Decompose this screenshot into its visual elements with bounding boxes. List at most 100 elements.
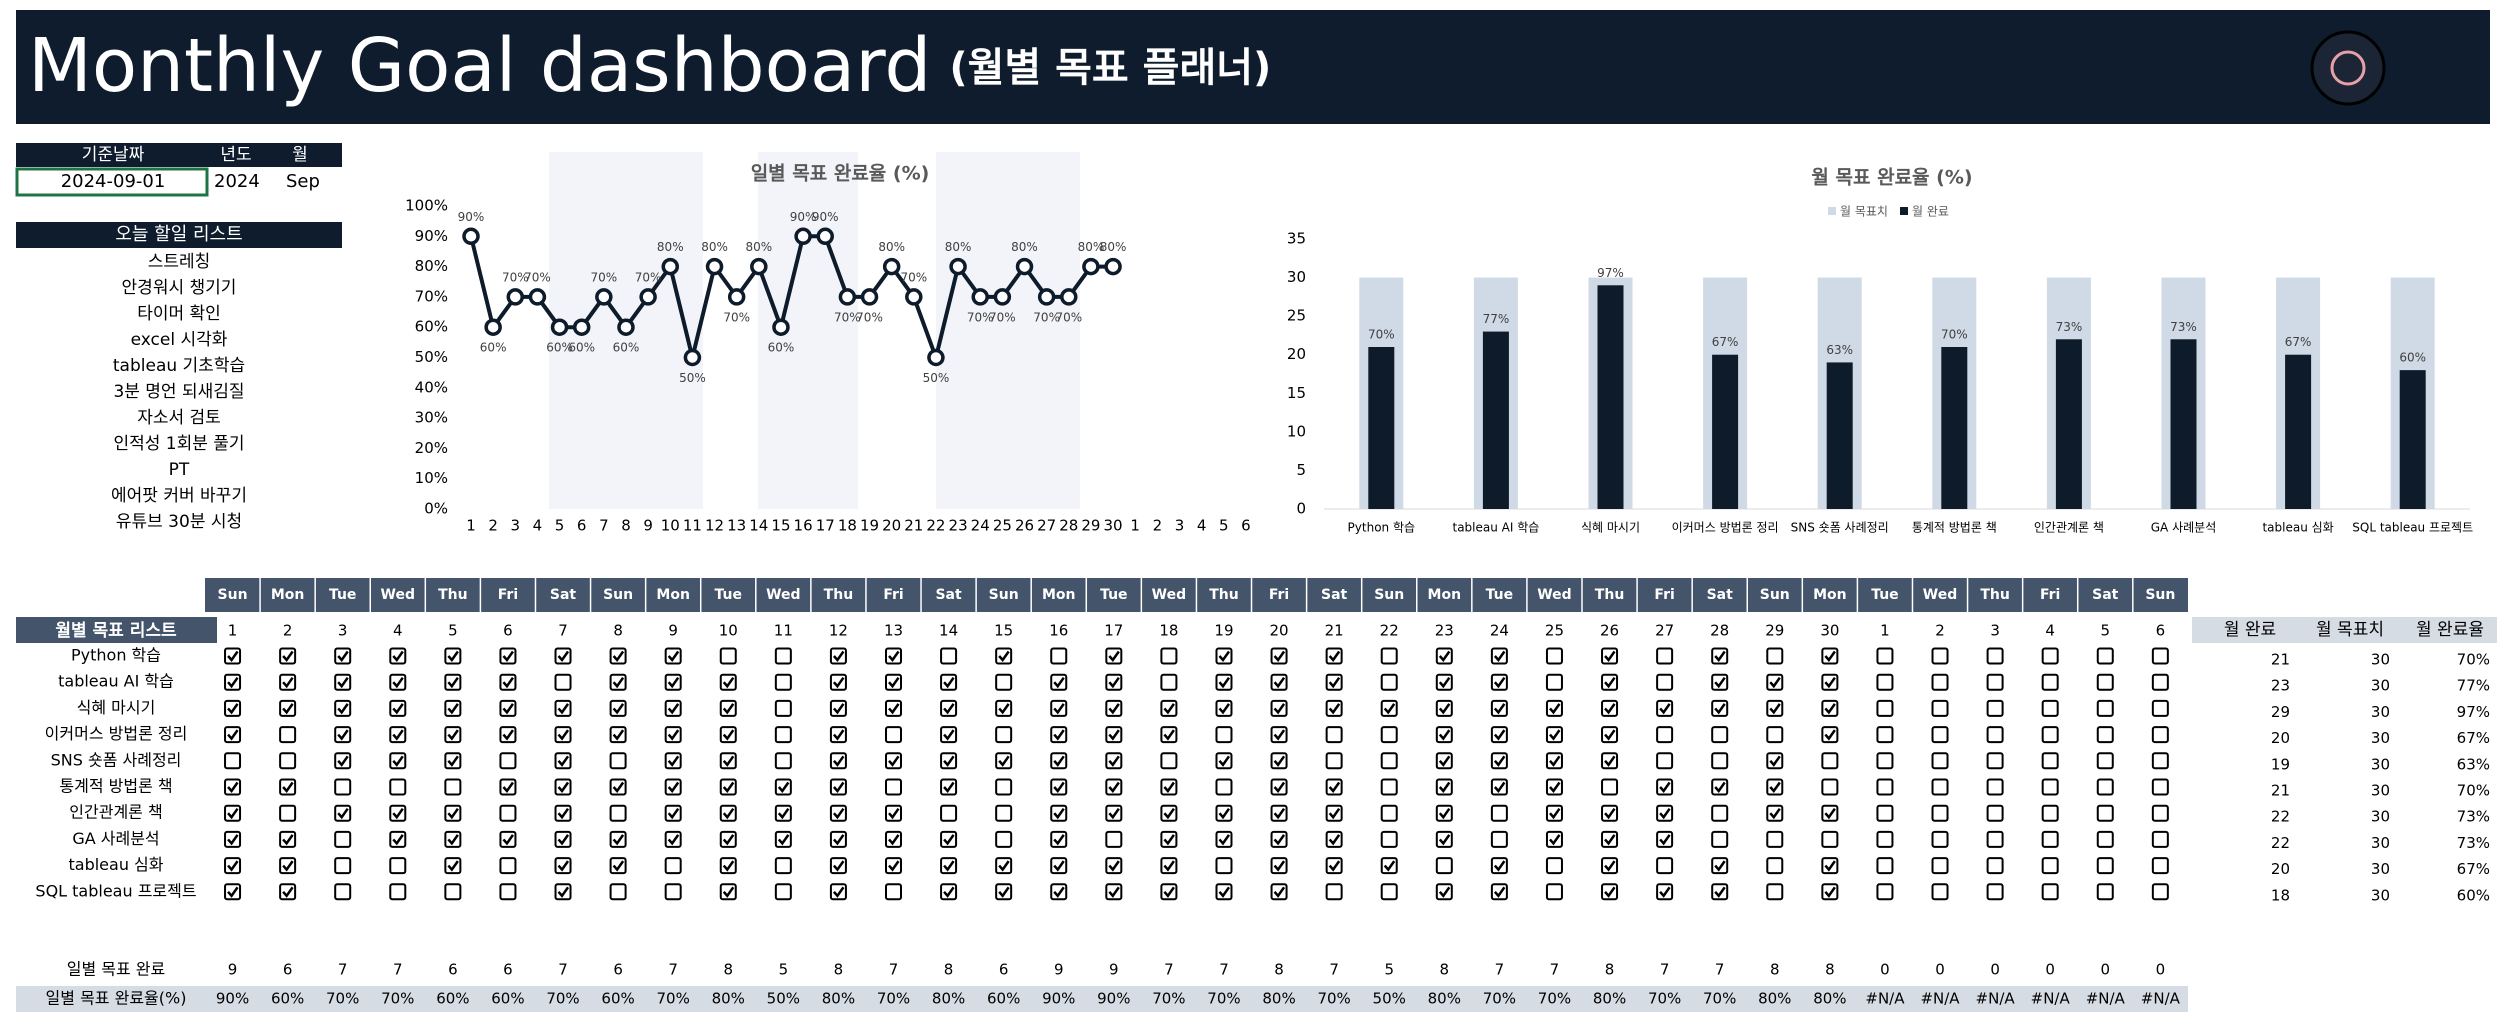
checkbox[interactable] bbox=[2151, 830, 2169, 848]
checkbox[interactable] bbox=[444, 830, 462, 848]
checkbox[interactable] bbox=[1050, 673, 1068, 691]
checkbox[interactable] bbox=[444, 804, 462, 822]
checkbox[interactable] bbox=[499, 673, 517, 691]
checkbox[interactable] bbox=[664, 857, 682, 875]
checkbox[interactable] bbox=[1490, 778, 1508, 796]
checkbox[interactable] bbox=[1380, 830, 1398, 848]
checkbox[interactable] bbox=[1656, 726, 1674, 744]
checkbox[interactable] bbox=[2096, 647, 2114, 665]
checkbox[interactable] bbox=[1545, 752, 1563, 770]
checkbox[interactable] bbox=[1270, 752, 1288, 770]
checkbox[interactable] bbox=[829, 726, 847, 744]
checkbox[interactable] bbox=[885, 673, 902, 691]
checkbox[interactable] bbox=[1105, 752, 1123, 770]
checkbox[interactable] bbox=[2041, 804, 2059, 822]
checkbox[interactable] bbox=[1601, 778, 1619, 796]
checkbox[interactable] bbox=[1160, 673, 1178, 691]
checkbox[interactable] bbox=[774, 804, 792, 822]
date-cell[interactable] bbox=[15, 167, 209, 197]
checkbox[interactable] bbox=[224, 883, 242, 901]
checkbox[interactable] bbox=[1986, 804, 2004, 822]
checkbox[interactable] bbox=[1160, 857, 1178, 875]
checkbox[interactable] bbox=[995, 699, 1013, 717]
checkbox[interactable] bbox=[995, 778, 1013, 796]
checkbox[interactable] bbox=[609, 830, 627, 848]
checkbox[interactable] bbox=[224, 830, 242, 848]
checkbox[interactable] bbox=[1656, 699, 1674, 717]
checkbox[interactable] bbox=[1215, 883, 1233, 901]
checkbox[interactable] bbox=[1270, 699, 1288, 717]
checkbox[interactable] bbox=[1821, 830, 1839, 848]
checkbox[interactable] bbox=[224, 647, 242, 665]
checkbox[interactable] bbox=[1986, 752, 2004, 770]
checkbox[interactable] bbox=[1050, 830, 1068, 848]
checkbox[interactable] bbox=[940, 778, 958, 796]
checkbox[interactable] bbox=[499, 726, 517, 744]
checkbox[interactable] bbox=[829, 804, 847, 822]
checkbox[interactable] bbox=[1435, 857, 1453, 875]
checkbox[interactable] bbox=[279, 804, 297, 822]
checkbox[interactable] bbox=[1160, 804, 1178, 822]
checkbox[interactable] bbox=[554, 778, 572, 796]
checkbox[interactable] bbox=[1711, 752, 1729, 770]
checkbox[interactable] bbox=[224, 726, 242, 744]
checkbox[interactable] bbox=[499, 778, 517, 796]
checkbox[interactable] bbox=[885, 752, 902, 770]
checkbox[interactable] bbox=[279, 830, 297, 848]
checkbox[interactable] bbox=[664, 830, 682, 848]
checkbox[interactable] bbox=[389, 673, 407, 691]
checkbox[interactable] bbox=[1601, 857, 1619, 875]
checkbox[interactable] bbox=[224, 673, 242, 691]
checkbox[interactable] bbox=[1215, 673, 1233, 691]
checkbox[interactable] bbox=[940, 647, 958, 665]
checkbox[interactable] bbox=[1325, 647, 1343, 665]
checkbox[interactable] bbox=[2096, 673, 2114, 691]
checkbox[interactable] bbox=[829, 830, 847, 848]
checkbox[interactable] bbox=[279, 726, 297, 744]
checkbox[interactable] bbox=[1325, 752, 1343, 770]
checkbox[interactable] bbox=[1821, 699, 1839, 717]
checkbox[interactable] bbox=[334, 673, 352, 691]
checkbox[interactable] bbox=[1105, 804, 1123, 822]
checkbox[interactable] bbox=[995, 726, 1013, 744]
checkbox[interactable] bbox=[1380, 726, 1398, 744]
checkbox[interactable] bbox=[940, 804, 958, 822]
checkbox[interactable] bbox=[1490, 647, 1508, 665]
checkbox[interactable] bbox=[2096, 699, 2114, 717]
checkbox[interactable] bbox=[1380, 699, 1398, 717]
checkbox[interactable] bbox=[499, 804, 517, 822]
checkbox[interactable] bbox=[1821, 673, 1839, 691]
checkbox[interactable] bbox=[774, 778, 792, 796]
checkbox[interactable] bbox=[1325, 699, 1343, 717]
checkbox[interactable] bbox=[1601, 830, 1619, 848]
checkbox[interactable] bbox=[1435, 699, 1453, 717]
checkbox[interactable] bbox=[554, 752, 572, 770]
checkbox[interactable] bbox=[1545, 883, 1563, 901]
checkbox[interactable] bbox=[1050, 857, 1068, 875]
checkbox[interactable] bbox=[1270, 647, 1288, 665]
checkbox[interactable] bbox=[609, 778, 627, 796]
checkbox[interactable] bbox=[1931, 673, 1949, 691]
checkbox[interactable] bbox=[829, 647, 847, 665]
checkbox[interactable] bbox=[719, 752, 737, 770]
checkbox[interactable] bbox=[1766, 673, 1784, 691]
checkbox[interactable] bbox=[1766, 752, 1784, 770]
checkbox[interactable] bbox=[1215, 752, 1233, 770]
checkbox[interactable] bbox=[499, 857, 517, 875]
checkbox[interactable] bbox=[2096, 752, 2114, 770]
checkbox[interactable] bbox=[1601, 804, 1619, 822]
checkbox[interactable] bbox=[1270, 804, 1288, 822]
checkbox[interactable] bbox=[1711, 699, 1729, 717]
checkbox[interactable] bbox=[1656, 752, 1674, 770]
checkbox[interactable] bbox=[1766, 857, 1784, 875]
checkbox[interactable] bbox=[1490, 699, 1508, 717]
checkbox[interactable] bbox=[1435, 830, 1453, 848]
checkbox[interactable] bbox=[2151, 804, 2169, 822]
checkbox[interactable] bbox=[1435, 726, 1453, 744]
checkbox[interactable] bbox=[1050, 752, 1068, 770]
checkbox[interactable] bbox=[664, 726, 682, 744]
checkbox[interactable] bbox=[554, 830, 572, 848]
checkbox[interactable] bbox=[719, 647, 737, 665]
checkbox[interactable] bbox=[499, 647, 517, 665]
checkbox[interactable] bbox=[554, 726, 572, 744]
